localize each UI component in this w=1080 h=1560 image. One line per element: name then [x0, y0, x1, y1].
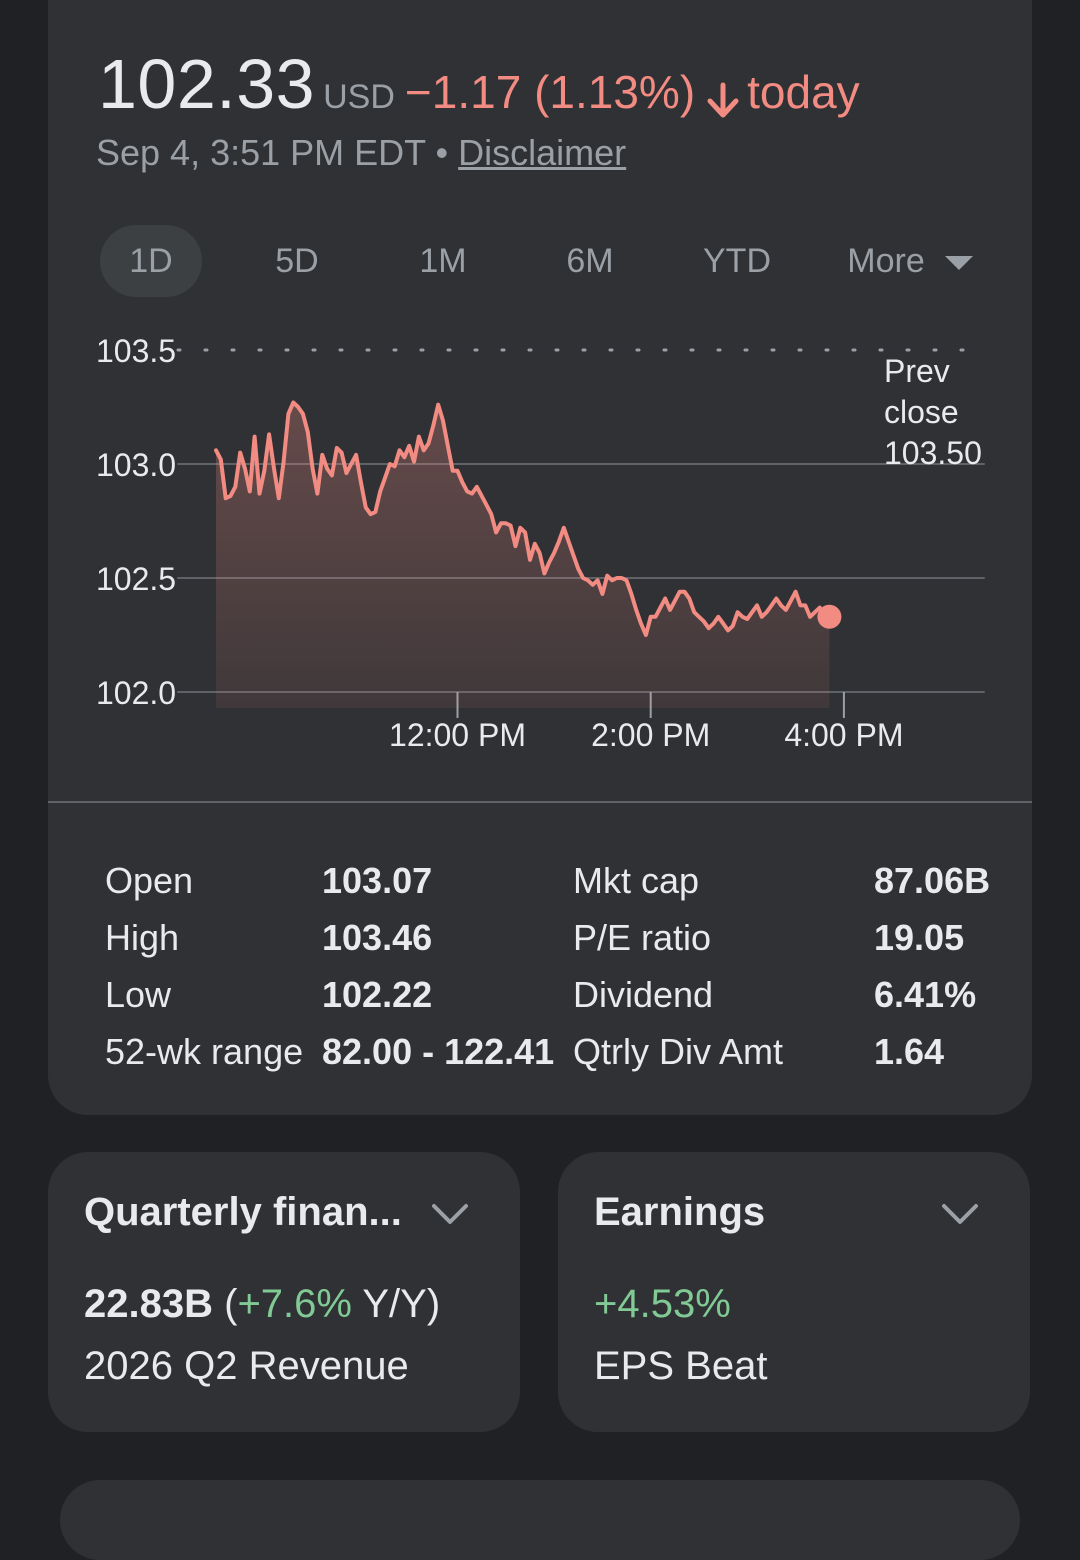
range-tabs: 1D 5D 1M 6M YTD More [100, 225, 990, 297]
change-period: today [747, 66, 860, 118]
stat-value-high: 103.46 [322, 917, 433, 958]
stat-label-dividend: Dividend [573, 974, 714, 1015]
y-tick-label: 103.0 [96, 447, 176, 483]
stat-label-high: High [105, 917, 180, 958]
divider [48, 801, 1032, 803]
stat-label-low: Low [105, 974, 172, 1015]
price-chart[interactable]: 103.5 103.0 102.5 102.0 12:00 PM 2:00 PM 4:00 … [0, 320, 1080, 770]
stat-value-mktcap: 87.06B [874, 860, 991, 901]
stat-label-52wk: 52-wk range [105, 1031, 304, 1072]
chevron-down-icon[interactable] [940, 1200, 980, 1233]
tab-more-label: More [847, 242, 925, 280]
price-row: 102.33 USD −1.17 (1.13%) today [98, 44, 860, 124]
yoy-suffix: Y/Y) [351, 1282, 441, 1326]
revenue-yoy: +7.6% [237, 1282, 352, 1326]
y-tick-label: 102.0 [96, 675, 176, 711]
caret-down-icon [944, 256, 973, 271]
stat-value-divamt: 1.64 [874, 1031, 945, 1072]
earnings-subtitle: EPS Beat [594, 1344, 768, 1388]
next-card-peek [60, 1480, 1020, 1560]
x-tick-label: 12:00 PM [389, 717, 526, 753]
open-paren: ( [224, 1282, 238, 1326]
stat-label-pe: P/E ratio [573, 917, 712, 958]
quarterly-value-line: 22.83B (+7.6% Y/Y) [84, 1282, 440, 1327]
stat-value-open: 103.07 [322, 860, 433, 901]
quarterly-subtitle: 2026 Q2 Revenue [84, 1344, 409, 1388]
stat-label-open: Open [105, 860, 194, 901]
stat-label-divamt: Qtrly Div Amt [573, 1031, 784, 1072]
tab-ytd[interactable]: YTD [703, 242, 771, 280]
chevron-down-icon[interactable] [430, 1200, 470, 1233]
x-tick-label: 2:00 PM [591, 717, 710, 753]
eps-beat-value: +4.53% [594, 1282, 731, 1326]
price-change: −1.17 (1.13%) [404, 66, 696, 118]
tab-6m[interactable]: 6M [566, 242, 614, 280]
tab-5d[interactable]: 5D [275, 242, 319, 280]
price-line [214, 400, 832, 637]
earnings-title: Earnings [594, 1190, 766, 1234]
separator-dot: • [435, 132, 449, 173]
y-tick-label: 102.5 [96, 561, 176, 597]
stat-value-52wk: 82.00 - 122.41 [322, 1031, 555, 1072]
quarterly-title: Quarterly finan... [84, 1190, 402, 1234]
quote-timestamp: Sep 4, 3:51 PM EDT • Disclaimer [96, 132, 626, 174]
disclaimer-link[interactable]: Disclaimer [458, 132, 627, 173]
currency-label: USD [323, 78, 395, 116]
stat-value-pe: 19.05 [874, 917, 965, 958]
prev-close-label: 103.50 [884, 435, 982, 471]
stat-label-mktcap: Mkt cap [573, 860, 700, 901]
prev-close-label: Prev [884, 353, 950, 389]
earnings-card[interactable]: Earnings +4.53% EPS Beat [558, 1152, 1030, 1432]
price-area [216, 402, 830, 708]
current-price: 102.33 [98, 45, 316, 123]
timestamp-text: Sep 4, 3:51 PM EDT [96, 132, 426, 173]
y-tick-label: 103.5 [96, 333, 176, 369]
arrow-down-icon [705, 81, 741, 126]
tab-1m[interactable]: 1M [419, 242, 467, 280]
tab-1d[interactable]: 1D [100, 225, 202, 297]
stat-value-dividend: 6.41% [874, 974, 977, 1015]
stat-value-low: 102.22 [322, 974, 433, 1015]
quarterly-financials-card[interactable]: Quarterly finan... 22.83B (+7.6% Y/Y) 20… [48, 1152, 520, 1432]
tab-more[interactable]: More [830, 225, 990, 297]
current-price-dot [817, 604, 842, 629]
prev-close-label: close [884, 394, 959, 430]
revenue-value: 22.83B [84, 1282, 213, 1326]
x-tick-label: 4:00 PM [784, 717, 903, 753]
